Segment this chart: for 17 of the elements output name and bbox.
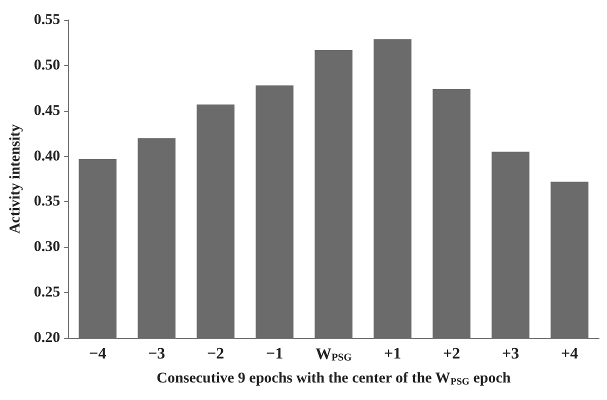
x-tick-label: −4 [89, 346, 106, 362]
x-tick-label: −1 [266, 346, 284, 362]
x-tick-label: +4 [560, 346, 578, 362]
y-tick-label: 0.50 [34, 57, 60, 74]
y-tick-label: 0.40 [34, 148, 60, 164]
x-tick-label: +2 [442, 346, 460, 362]
x-tick-label: +1 [384, 346, 402, 362]
y-tick-label: 0.55 [34, 12, 60, 28]
x-tick-label: +3 [502, 346, 520, 362]
y-tick-label: 0.20 [34, 330, 60, 346]
x-tick-label: −3 [148, 346, 166, 362]
y-axis-title: Activity intensity [8, 124, 24, 234]
y-tick-label: 0.30 [34, 239, 60, 256]
x-tick-label: −2 [207, 346, 224, 362]
y-tick-label: 0.35 [34, 194, 60, 210]
y-tick-label: 0.45 [34, 102, 60, 119]
y-tick-label: 0.25 [34, 284, 60, 301]
